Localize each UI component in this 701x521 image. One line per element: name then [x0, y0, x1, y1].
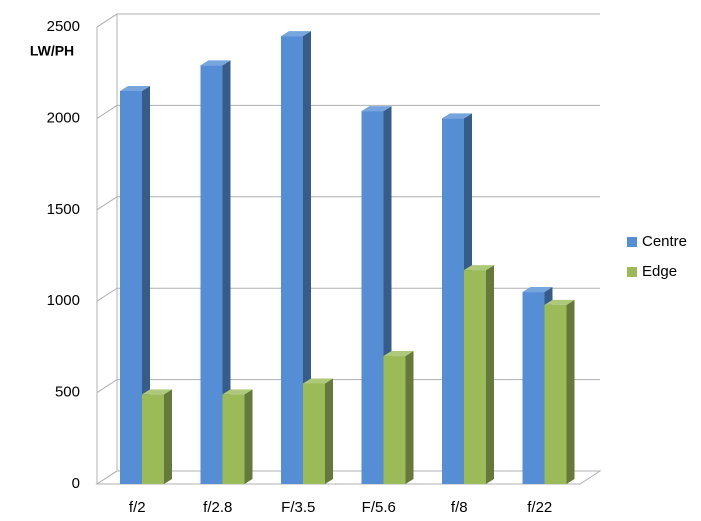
bar-side — [164, 389, 172, 484]
bar-side — [222, 60, 231, 484]
bar — [120, 85, 150, 484]
bar-top — [442, 113, 472, 119]
bar-side — [244, 389, 253, 484]
legend-label: Edge — [642, 263, 677, 280]
bar-front — [303, 383, 325, 484]
bar-side — [486, 265, 494, 484]
bar-top — [544, 299, 575, 305]
x-tick-label: f/2 — [129, 499, 146, 516]
bar-top — [361, 106, 392, 112]
bar-front — [222, 394, 245, 484]
bar-front — [200, 65, 223, 484]
y-tick-label: 2000 — [47, 109, 80, 126]
bar-side — [325, 378, 333, 484]
bar-front — [361, 111, 384, 484]
x-tick-label: F/3.5 — [281, 499, 315, 516]
bar-top — [383, 351, 414, 357]
grid-line — [96, 196, 600, 211]
back-wall-edge — [96, 13, 118, 484]
bar-top — [464, 265, 494, 271]
x-tick-label: f/8 — [451, 499, 468, 516]
bar-top — [222, 389, 253, 395]
bar-side — [566, 299, 575, 484]
bar-side — [405, 351, 414, 484]
bar-front — [522, 292, 545, 484]
legend-label: Centre — [642, 233, 687, 250]
bar-side — [303, 31, 311, 484]
bar-front — [544, 304, 567, 484]
x-tick-label: f/2.8 — [203, 499, 232, 516]
grid-line — [96, 13, 600, 28]
bar-front — [442, 118, 464, 485]
bar-side — [142, 85, 150, 484]
bar-top — [522, 287, 553, 293]
y-tick-label: 2500 — [47, 18, 80, 35]
bar-top — [120, 85, 150, 91]
bar — [200, 60, 231, 484]
x-tick-label: f/22 — [527, 499, 552, 516]
bar — [383, 351, 414, 484]
legend-swatch — [627, 237, 637, 247]
bar — [303, 378, 333, 484]
bar-front — [120, 90, 142, 484]
bar — [464, 265, 494, 484]
y-tick-label: 1500 — [47, 201, 80, 218]
bar-top — [200, 60, 231, 66]
bar — [142, 389, 172, 484]
bar-front — [142, 394, 164, 484]
legend-swatch — [627, 267, 637, 277]
x-tick-label: F/5.6 — [362, 499, 396, 516]
bar-front — [464, 270, 486, 484]
bar-front — [281, 36, 303, 484]
bar — [544, 299, 575, 484]
grid-line — [96, 104, 600, 119]
bar-top — [281, 31, 311, 37]
y-tick-label: 1000 — [47, 292, 80, 309]
bar — [281, 31, 311, 484]
y-tick-label: 500 — [55, 384, 80, 401]
bar-top — [303, 378, 333, 384]
bar — [222, 389, 253, 484]
bar-front — [383, 356, 406, 484]
y-axis-title: LW/PH — [30, 43, 74, 59]
y-tick-label: 0 — [72, 475, 80, 492]
bar-top — [142, 389, 172, 395]
